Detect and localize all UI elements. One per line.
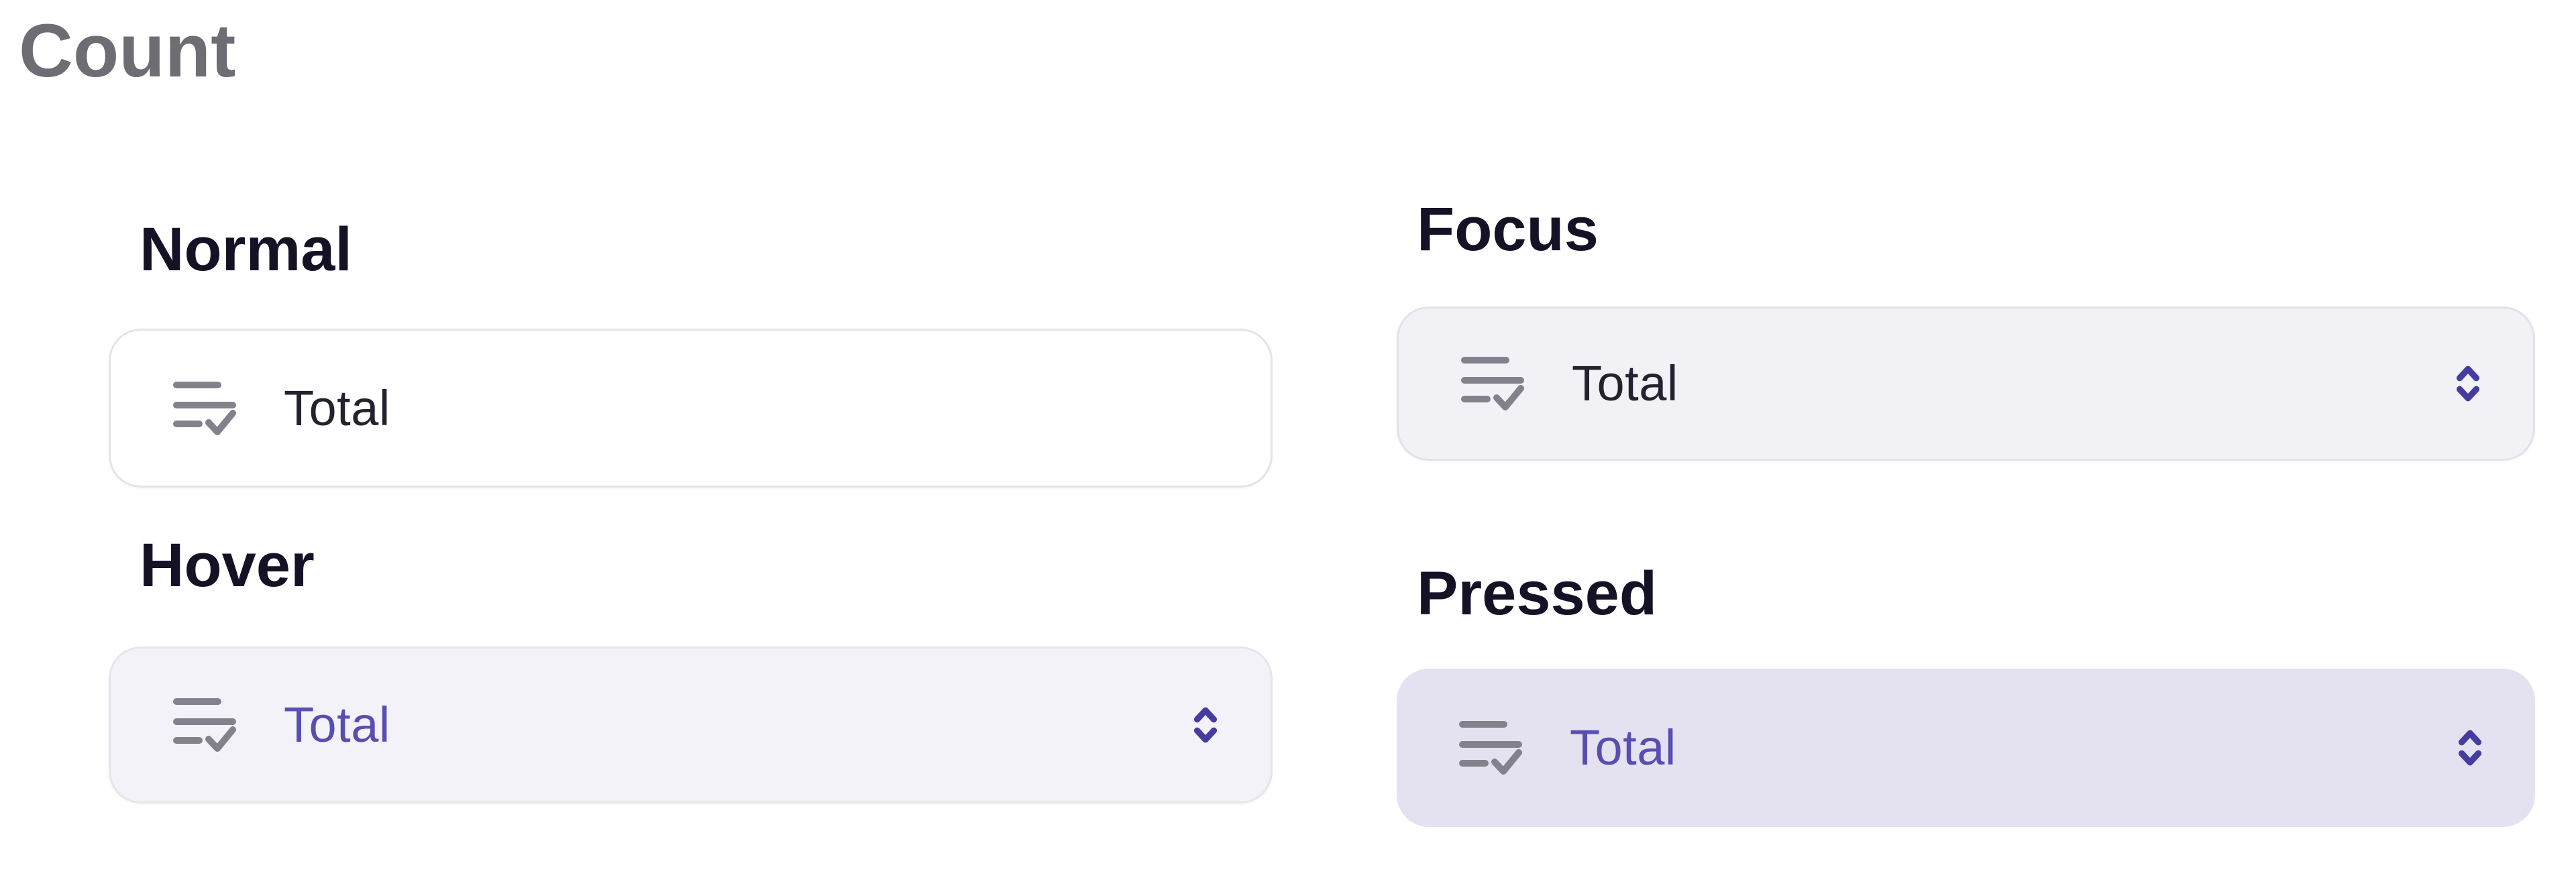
unfold-more-icon bbox=[2457, 728, 2483, 767]
unfold-more-icon bbox=[1193, 706, 1218, 744]
list-check-icon bbox=[172, 378, 237, 439]
state-label-normal: Normal bbox=[140, 215, 352, 284]
select-value: Total bbox=[1572, 355, 1678, 411]
count-select-normal[interactable]: Total bbox=[109, 329, 1273, 488]
select-value: Total bbox=[284, 697, 390, 753]
unfold-more-icon bbox=[2455, 364, 2481, 403]
count-select-pressed[interactable]: Total bbox=[1397, 669, 2535, 827]
list-check-icon bbox=[172, 695, 237, 755]
state-label-focus: Focus bbox=[1417, 195, 1599, 264]
list-check-icon bbox=[1460, 353, 1525, 414]
list-check-icon bbox=[1458, 718, 1523, 778]
select-value: Total bbox=[1570, 720, 1676, 775]
state-label-pressed: Pressed bbox=[1417, 559, 1658, 628]
state-label-hover: Hover bbox=[140, 531, 315, 600]
count-select-hover[interactable]: Total bbox=[109, 647, 1273, 803]
select-value: Total bbox=[284, 380, 390, 436]
page-title: Count bbox=[19, 9, 236, 93]
count-select-focus[interactable]: Total bbox=[1397, 307, 2535, 461]
